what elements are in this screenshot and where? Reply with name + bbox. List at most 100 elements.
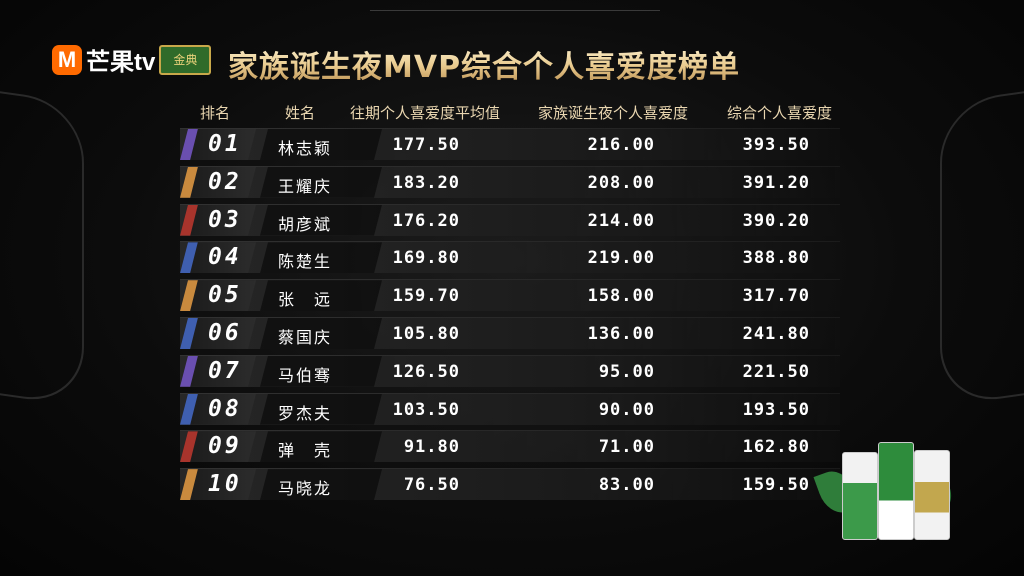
past-avg-value: 103.50: [392, 399, 460, 420]
table-row: 06 蔡国庆 105.80 136.00 241.80: [180, 316, 840, 349]
rank-color-bar: [178, 242, 198, 273]
past-avg-value: 159.70: [392, 286, 460, 307]
rank-color-bar: [178, 318, 198, 349]
mango-tv-logo: M 芒果tv 金典: [52, 42, 212, 77]
table-row: 05 张 远 159.70 158.00 317.70: [180, 279, 840, 312]
rank-color-bar: [178, 167, 198, 198]
rank-cell: 01: [180, 129, 256, 160]
rank-cell: 05: [180, 280, 256, 311]
total-value: 162.80: [742, 437, 810, 458]
night-value: 90.00: [598, 399, 655, 420]
rank-cell: 06: [180, 318, 256, 349]
rank-cell: 08: [180, 394, 256, 425]
rank-number: 04: [208, 244, 242, 271]
night-value: 136.00: [587, 323, 655, 344]
table-row: 04 陈楚生 169.80 219.00 388.80: [180, 241, 840, 274]
past-avg-value: 76.50: [403, 475, 460, 496]
name-cell: 林志颖: [260, 129, 382, 160]
sponsor-badge: 金典: [159, 44, 212, 75]
right-decoration: [940, 86, 1024, 408]
name-cell: 蔡国庆: [260, 318, 382, 349]
table-row: 10 马晓龙 76.50 83.00 159.50: [180, 468, 840, 501]
past-avg-value: 169.80: [392, 248, 460, 269]
table-row: 08 罗杰夫 103.50 90.00 193.50: [180, 392, 840, 425]
table-row: 07 马伯骞 126.50 95.00 221.50: [180, 354, 840, 387]
sponsor-product-image: [813, 440, 960, 540]
total-value: 317.70: [742, 286, 810, 307]
past-avg-value: 91.80: [403, 437, 460, 458]
name-cell: 张 远: [260, 280, 382, 311]
page-title: 家族诞生夜MVP综合个人喜爱度榜单: [228, 42, 740, 86]
left-decoration: [0, 86, 84, 408]
total-value: 393.50: [742, 135, 810, 155]
rank-color-bar: [178, 280, 198, 311]
table-row: 01 林志颖 177.50 216.00 393.50: [180, 128, 840, 160]
rank-number: 08: [208, 395, 242, 422]
contestant-name: 蔡国庆: [278, 327, 333, 347]
night-value: 95.00: [598, 361, 655, 382]
total-value: 159.50: [742, 475, 810, 496]
table-header: 排名 姓名 往期个人喜爱度平均值 家族诞生夜个人喜爱度 综合个人喜爱度: [0, 102, 1024, 126]
contestant-name: 陈楚生: [278, 252, 333, 272]
night-value: 219.00: [587, 248, 655, 269]
header-name: 姓名: [285, 104, 316, 122]
night-value: 214.00: [587, 210, 655, 231]
header-past-avg: 往期个人喜爱度平均值: [350, 104, 501, 122]
header-rank: 排名: [200, 104, 231, 122]
past-avg-value: 176.20: [392, 210, 460, 231]
logo-brand-text: 芒果tv: [86, 49, 156, 76]
rank-number: 03: [208, 206, 242, 233]
mango-logo-icon: M: [52, 44, 82, 75]
rank-number: 06: [208, 319, 242, 346]
rank-color-bar: [178, 356, 198, 387]
total-value: 388.80: [742, 248, 810, 269]
contestant-name: 林志颖: [278, 139, 333, 158]
night-value: 208.00: [587, 172, 655, 193]
rank-number: 02: [208, 168, 242, 195]
header-total: 综合个人喜爱度: [727, 104, 833, 122]
rank-color-bar: [178, 469, 198, 500]
name-cell: 罗杰夫: [260, 394, 382, 425]
total-value: 241.80: [742, 323, 810, 344]
name-cell: 陈楚生: [260, 242, 382, 273]
night-value: 216.00: [587, 135, 655, 155]
rank-number: 07: [208, 357, 242, 384]
name-cell: 马伯骞: [260, 356, 382, 387]
rank-color-bar: [178, 431, 198, 462]
night-value: 158.00: [587, 286, 655, 307]
rank-cell: 03: [180, 205, 256, 236]
top-strip-decoration: [370, 0, 660, 11]
rank-color-bar: [178, 129, 198, 160]
rank-number: 10: [208, 471, 242, 498]
contestant-name: 胡彦斌: [278, 214, 333, 234]
table-row: 09 弹 壳 91.80 71.00 162.80: [178, 430, 840, 463]
rank-cell: 02: [180, 167, 256, 198]
rank-cell: 04: [180, 242, 256, 273]
rank-color-bar: [178, 394, 198, 425]
total-value: 193.50: [742, 399, 810, 420]
contestant-name: 罗杰夫: [278, 403, 333, 423]
name-cell: 马晓龙: [260, 469, 382, 500]
past-avg-value: 183.20: [392, 172, 460, 193]
night-value: 83.00: [598, 475, 655, 496]
rank-color-bar: [178, 205, 198, 236]
name-cell: 王耀庆: [260, 167, 382, 198]
past-avg-value: 177.50: [392, 135, 460, 155]
rank-number: 01: [208, 131, 242, 157]
contestant-name: 王耀庆: [278, 176, 333, 196]
contestant-name: 马晓龙: [278, 479, 333, 499]
night-value: 71.00: [598, 437, 655, 458]
contestant-name: 马伯骞: [278, 365, 333, 385]
name-cell: 胡彦斌: [260, 205, 382, 236]
rank-number: 09: [208, 433, 242, 460]
rank-cell: 10: [180, 469, 256, 500]
rank-cell: 07: [180, 356, 256, 387]
total-value: 391.20: [742, 172, 810, 193]
header-night: 家族诞生夜个人喜爱度: [538, 104, 689, 122]
past-avg-value: 126.50: [392, 361, 460, 382]
table-row: 02 王耀庆 183.20 208.00 391.20: [180, 165, 840, 198]
contestant-name: 弹 壳: [278, 441, 333, 461]
contestant-name: 张 远: [278, 290, 333, 310]
past-avg-value: 105.80: [392, 323, 460, 344]
total-value: 390.20: [742, 210, 810, 231]
